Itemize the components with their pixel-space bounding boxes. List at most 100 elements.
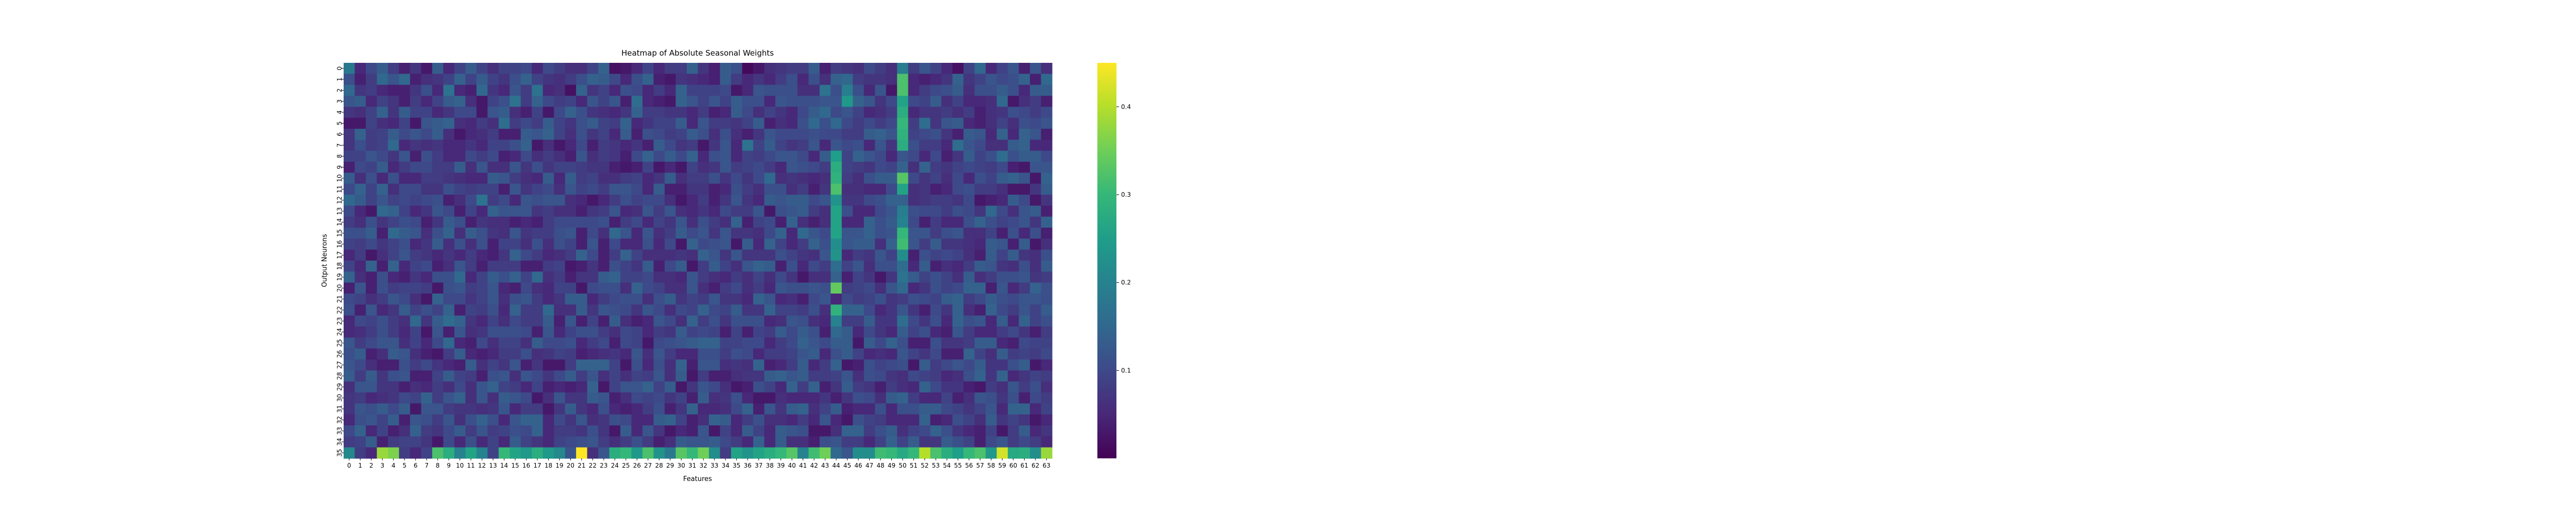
heatmap-cell: [753, 447, 765, 459]
heatmap-cell: [543, 392, 554, 404]
heatmap-cell: [410, 183, 421, 195]
heatmap-cell: [476, 195, 488, 206]
heatmap-cell: [665, 162, 676, 173]
heatmap-cell: [919, 140, 931, 151]
heatmap-cell: [465, 294, 477, 305]
heatmap-cell: [764, 327, 776, 338]
heatmap-cell: [510, 216, 521, 228]
heatmap-cell: [720, 282, 732, 294]
x-tick-label: 62: [1031, 462, 1039, 469]
heatmap-cell: [576, 271, 588, 283]
heatmap-cell: [532, 63, 544, 74]
heatmap-cell: [1008, 282, 1020, 294]
heatmap-cell: [554, 84, 566, 96]
heatmap-cell: [432, 294, 444, 305]
heatmap-cell: [554, 162, 566, 173]
heatmap-cell: [344, 74, 355, 85]
heatmap-cell: [808, 359, 820, 371]
heatmap-cell: [365, 249, 378, 261]
heatmap-cell: [919, 348, 931, 360]
heatmap-cell: [908, 304, 920, 316]
heatmap-cell: [963, 96, 975, 107]
heatmap-cell: [731, 63, 743, 74]
heatmap-cell: [399, 107, 411, 118]
heatmap-cell: [443, 327, 455, 338]
heatmap-cell: [532, 84, 544, 96]
heatmap-cell: [831, 129, 842, 140]
heatmap-cell: [653, 74, 665, 85]
heatmap-cell: [532, 392, 544, 404]
heatmap-cell: [731, 294, 743, 305]
heatmap-cell: [1030, 107, 1042, 118]
heatmap-cell: [863, 403, 875, 415]
heatmap-cell: [532, 282, 544, 294]
heatmap-cell: [421, 228, 433, 239]
heatmap-cell: [963, 447, 975, 459]
heatmap-cell: [875, 392, 887, 404]
heatmap-cell: [476, 403, 488, 415]
heatmap-cell: [410, 129, 421, 140]
heatmap-cell: [764, 337, 776, 349]
heatmap-cell: [853, 238, 865, 250]
heatmap-cell: [930, 294, 942, 305]
heatmap-cell: [753, 74, 765, 85]
heatmap-cell: [1041, 173, 1053, 184]
heatmap-cell: [797, 195, 809, 206]
heatmap-cell: [410, 327, 421, 338]
heatmap-cell: [432, 348, 444, 360]
heatmap-cell: [631, 96, 643, 107]
heatmap-cell: [708, 84, 721, 96]
heatmap-cell: [354, 271, 366, 283]
y-tick-label: 19: [336, 273, 343, 281]
heatmap-cell: [974, 381, 986, 393]
heatmap-cell: [387, 315, 400, 327]
heatmap-cell: [432, 140, 444, 151]
heatmap-cell: [454, 282, 466, 294]
heatmap-cell: [344, 381, 355, 393]
heatmap-cell: [708, 403, 721, 415]
heatmap-cell: [1030, 403, 1042, 415]
heatmap-cell: [620, 140, 632, 151]
heatmap-cell: [875, 337, 887, 349]
heatmap-cell: [708, 414, 721, 426]
heatmap-cell: [708, 261, 721, 272]
heatmap-cell: [853, 96, 865, 107]
heatmap-cell: [708, 74, 721, 85]
heatmap-cell: [454, 205, 466, 217]
heatmap-cell: [742, 337, 754, 349]
heatmap-cell: [919, 304, 931, 316]
heatmap-cell: [399, 282, 411, 294]
heatmap-cell: [819, 140, 831, 151]
heatmap-cell: [819, 195, 831, 206]
heatmap-cell: [863, 63, 875, 74]
heatmap-cell: [1030, 337, 1042, 349]
heatmap-cell: [764, 261, 776, 272]
heatmap-cell: [598, 304, 610, 316]
heatmap-cell: [454, 183, 466, 195]
heatmap-cell: [354, 216, 366, 228]
y-tick-label: 27: [336, 361, 343, 369]
heatmap-cell: [365, 294, 378, 305]
heatmap-cell: [587, 337, 599, 349]
heatmap-cell: [443, 140, 455, 151]
heatmap-cell: [642, 337, 654, 349]
heatmap-cell: [698, 425, 709, 437]
heatmap-cell: [1019, 425, 1030, 437]
heatmap-cell: [443, 84, 455, 96]
heatmap-cell: [476, 228, 488, 239]
heatmap-cell: [819, 183, 831, 195]
heatmap-cell: [609, 162, 621, 173]
heatmap-cell: [708, 425, 721, 437]
heatmap-cell: [443, 436, 455, 448]
heatmap-cell: [687, 195, 699, 206]
heatmap-cell: [565, 84, 577, 96]
heatmap-cell: [432, 381, 444, 393]
heatmap-cell: [897, 173, 909, 184]
heatmap-cell: [941, 228, 953, 239]
heatmap-cell: [565, 447, 577, 459]
heatmap-cell: [897, 183, 909, 195]
heatmap-cell: [487, 129, 499, 140]
heatmap-cell: [775, 195, 787, 206]
heatmap-cell: [875, 425, 887, 437]
heatmap-cell: [841, 216, 853, 228]
